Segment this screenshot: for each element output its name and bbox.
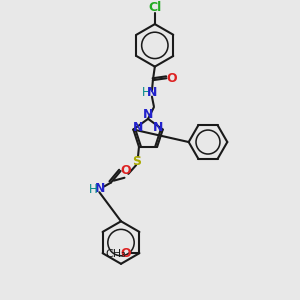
Text: H: H bbox=[89, 183, 98, 196]
Text: N: N bbox=[147, 86, 157, 99]
Text: H: H bbox=[142, 86, 151, 99]
Text: O: O bbox=[121, 247, 131, 260]
Text: N: N bbox=[153, 121, 163, 134]
Text: S: S bbox=[133, 155, 142, 168]
Text: N: N bbox=[143, 107, 153, 121]
Text: O: O bbox=[166, 72, 177, 85]
Text: Cl: Cl bbox=[148, 1, 161, 14]
Text: N: N bbox=[95, 182, 106, 195]
Text: O: O bbox=[120, 164, 131, 176]
Text: N: N bbox=[133, 121, 143, 134]
Text: CH₃: CH₃ bbox=[105, 249, 126, 259]
